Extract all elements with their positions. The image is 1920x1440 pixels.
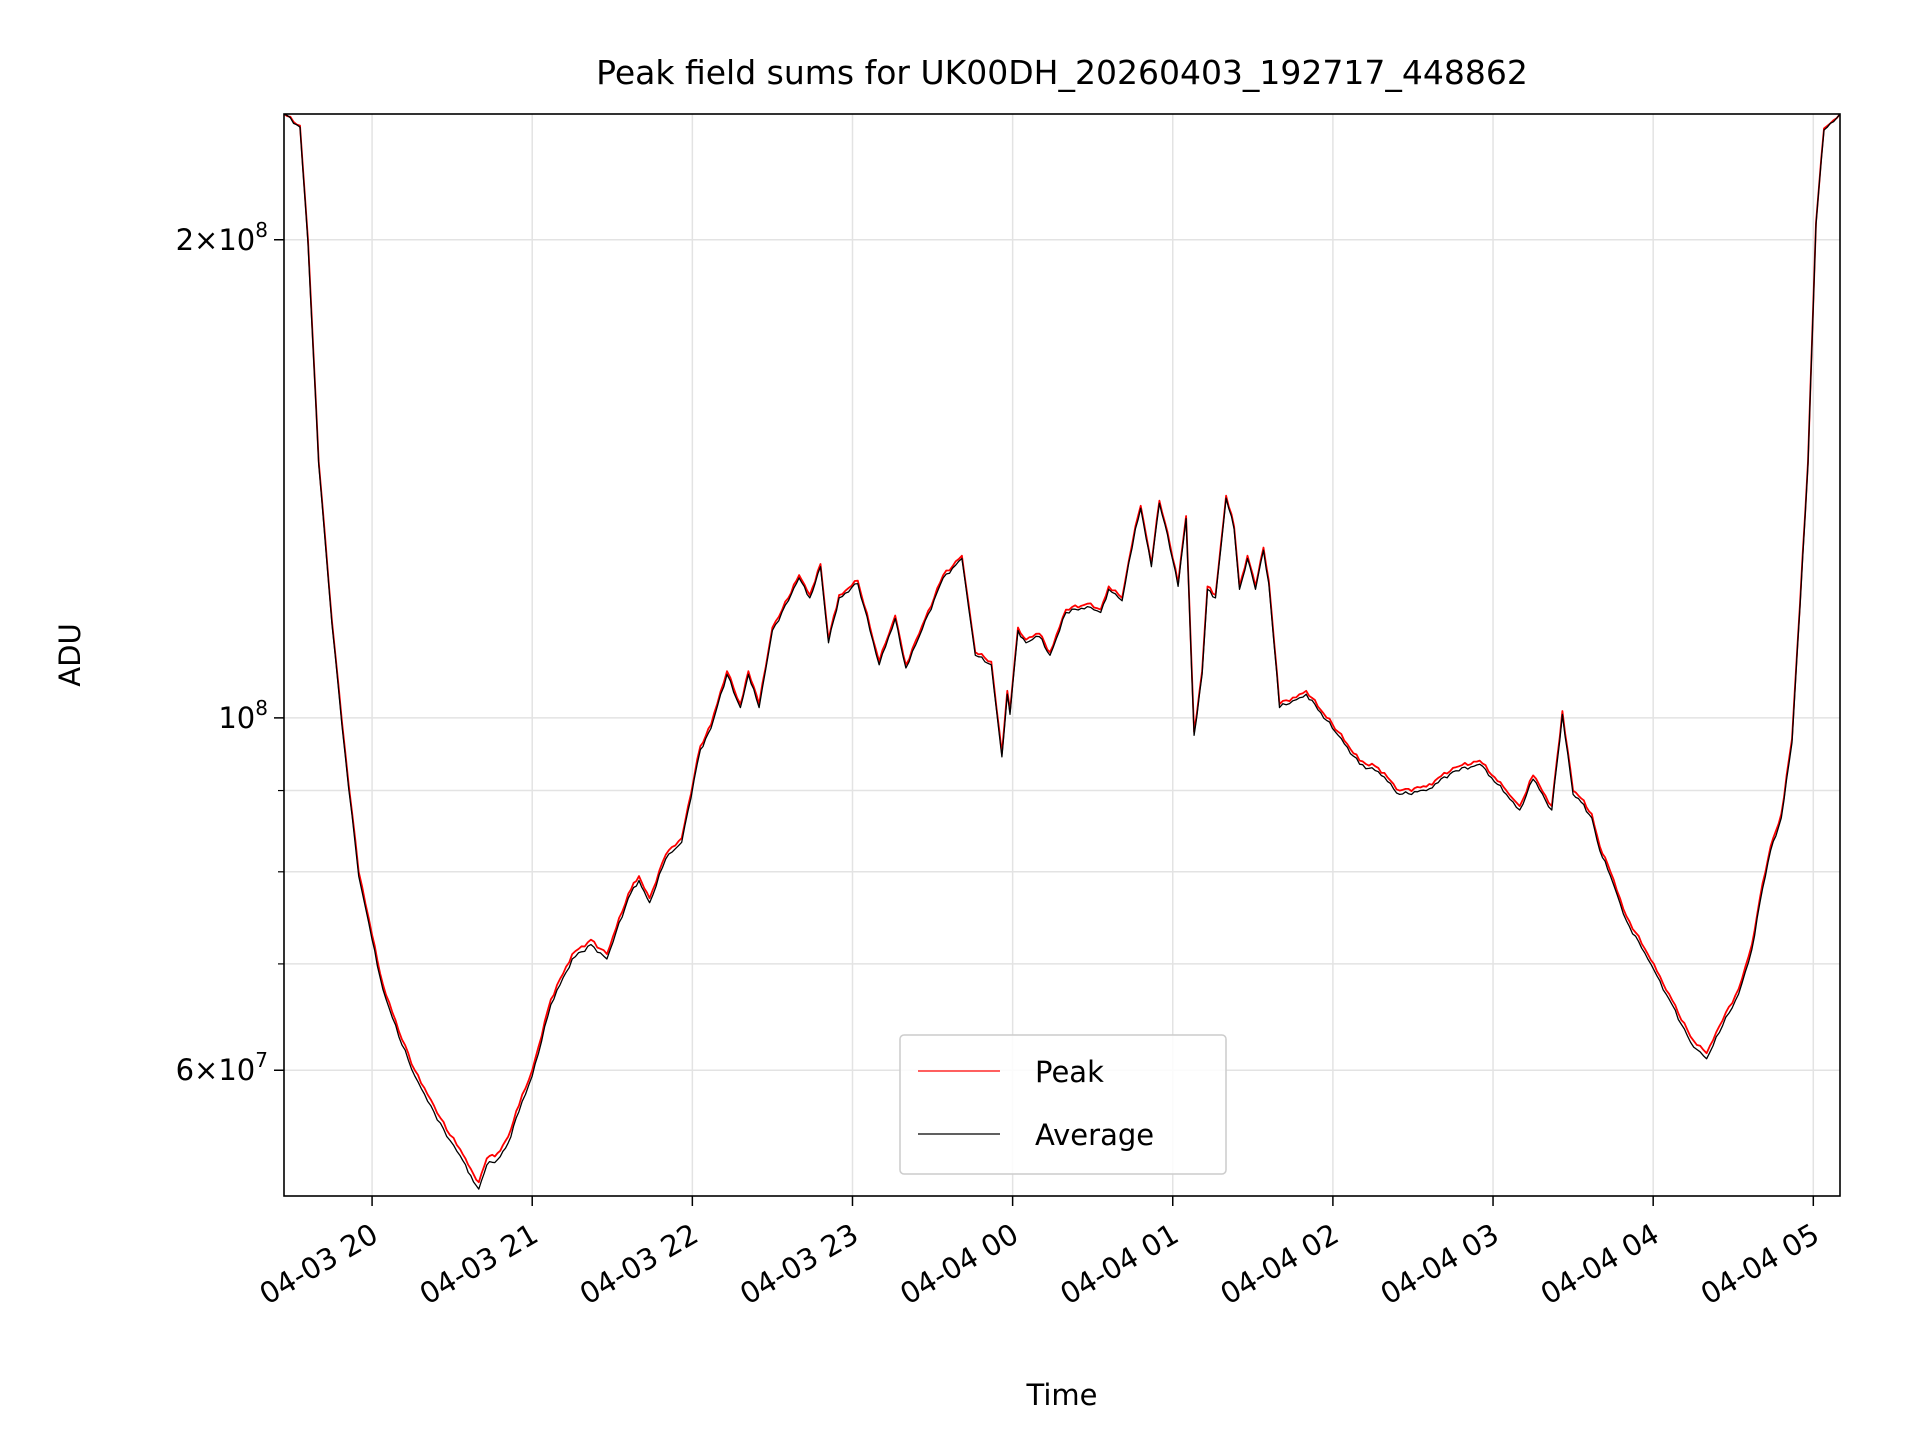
grid xyxy=(284,114,1840,1196)
legend-box xyxy=(899,1034,1227,1175)
legend: Peak Average xyxy=(899,1034,1227,1175)
y-tick-label: 2×108 xyxy=(176,218,268,257)
y-axis-label: ADU xyxy=(53,623,87,686)
series-line-peak xyxy=(284,114,1840,1184)
series-line-average xyxy=(284,114,1840,1190)
legend-label-peak: Peak xyxy=(1035,1055,1104,1089)
legend-label-average: Average xyxy=(1035,1118,1154,1152)
x-axis-label: Time xyxy=(1026,1378,1098,1412)
series-layer xyxy=(284,114,1840,1190)
y-tick-label: 6×107 xyxy=(176,1048,268,1087)
y-tick-label: 108 xyxy=(218,696,268,735)
chart-title: Peak field sums for UK00DH_20260403_1927… xyxy=(596,53,1528,92)
plot-frame xyxy=(283,113,1841,1197)
y-axis: 6×107 108 2×108 xyxy=(176,218,284,1087)
